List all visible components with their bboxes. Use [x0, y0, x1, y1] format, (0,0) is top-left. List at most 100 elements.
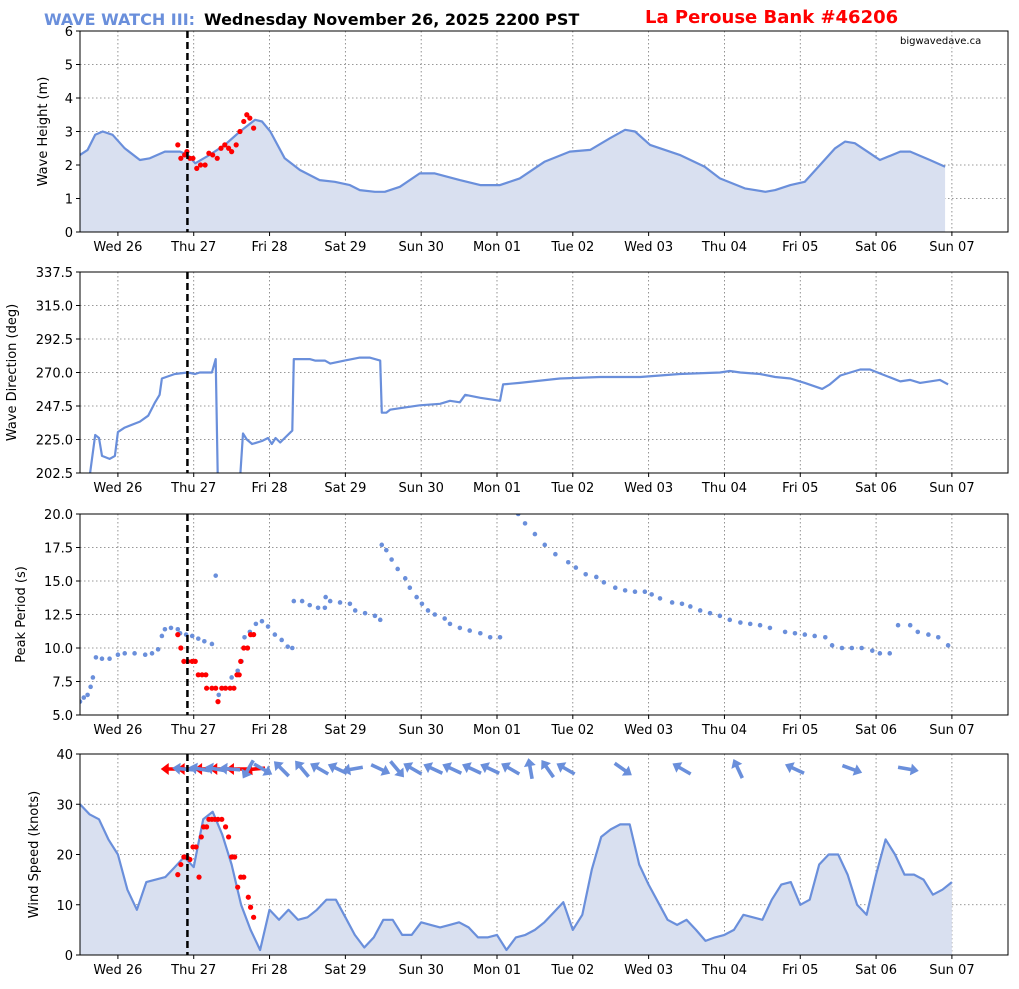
model-wind-arrow — [188, 762, 210, 775]
observed-point — [232, 854, 238, 860]
x-tick-label: Sat 06 — [855, 963, 897, 978]
model-point — [323, 594, 328, 600]
model-point — [887, 651, 893, 656]
model-point — [532, 531, 538, 537]
model-wind-arrow-shape — [273, 761, 291, 778]
model-point — [107, 656, 112, 662]
model-point — [175, 626, 181, 632]
observed-point — [202, 162, 208, 168]
model-point — [945, 643, 951, 648]
model-point — [80, 699, 83, 704]
x-tick-label: Wed 03 — [624, 481, 673, 496]
y-tick-label: 5 — [65, 59, 73, 74]
y-tick-label: 5.0 — [52, 709, 73, 724]
x-tick-label: Fri 28 — [251, 240, 287, 255]
x-tick-label: Tue 02 — [550, 723, 594, 738]
model-wind-arrow — [462, 762, 482, 775]
y-tick-label: 30 — [56, 798, 73, 813]
direction-panel: Wed 26 Thu 27 Fri 28 Sat 29 Sun 30 Mon 01 Tue … — [5, 266, 1009, 496]
wind-plot-area — [80, 758, 953, 955]
y-tick-label: 292.5 — [36, 333, 73, 348]
observed-point — [203, 672, 209, 678]
model-point — [327, 598, 333, 604]
model-wind-arrow-shape — [204, 762, 226, 775]
model-point — [202, 639, 207, 644]
x-tick-label: Wed 26 — [93, 963, 142, 978]
model-wind-arrow-shape — [253, 762, 273, 776]
x-tick-label: Thu 27 — [170, 963, 216, 978]
x-tick-label: Mon 01 — [473, 481, 521, 496]
y-tick-label: 12.5 — [44, 609, 73, 624]
model-wind-arrow — [219, 762, 241, 775]
observed-point — [244, 112, 250, 118]
observed-point — [238, 658, 244, 665]
model-point — [213, 573, 219, 578]
model-point — [802, 632, 808, 637]
observed-point — [233, 142, 239, 148]
model-point — [149, 651, 155, 656]
x-tick-label: Sun 30 — [398, 963, 443, 978]
model-point — [195, 636, 201, 641]
y-tick-label: 15.0 — [44, 575, 73, 590]
model-point — [253, 621, 259, 627]
model-point — [849, 645, 855, 651]
plot-frame — [79, 513, 1009, 716]
model-point — [697, 608, 703, 613]
model-point — [299, 598, 305, 604]
model-wind-arrow — [295, 760, 310, 778]
y-tick-label: 20.0 — [44, 508, 73, 523]
x-tick-label: Sun 30 — [398, 481, 443, 496]
model-point — [425, 608, 431, 613]
observed-point — [178, 861, 184, 868]
x-tick-label: Sun 07 — [929, 963, 974, 978]
model-point — [679, 601, 685, 607]
observed-point — [197, 162, 204, 168]
observed-point — [178, 155, 184, 161]
model-point — [782, 629, 788, 635]
model-point — [155, 647, 161, 652]
x-tick-label: Sun 30 — [398, 240, 443, 255]
model-area-fill — [80, 119, 946, 232]
model-point — [384, 547, 389, 553]
x-tick-label: Mon 01 — [473, 723, 521, 738]
model-point — [132, 651, 137, 656]
model-wind-arrow — [310, 762, 330, 776]
x-tick-label: Fri 28 — [251, 963, 287, 978]
observed-point — [199, 672, 205, 678]
model-point — [497, 634, 503, 640]
x-tick-label: Tue 02 — [550, 481, 594, 496]
period-plot-area — [80, 514, 951, 705]
observed-point — [198, 834, 204, 840]
x-tick-label: Wed 26 — [93, 481, 142, 496]
model-point — [707, 610, 713, 616]
observed-point — [219, 816, 225, 822]
observed-point — [215, 816, 221, 822]
x-tick-label: Sat 29 — [324, 723, 366, 738]
model-wind-arrow-shape — [188, 762, 210, 775]
observed-point — [235, 884, 241, 890]
x-tick-label: Thu 04 — [701, 723, 747, 738]
model-wind-arrow-shape — [219, 762, 241, 775]
model-point — [487, 634, 493, 640]
y-tick-label: 7.5 — [52, 676, 73, 691]
model-wind-arrow-shape — [541, 759, 556, 779]
model-point — [553, 551, 558, 557]
model-point — [242, 634, 247, 640]
x-tick-label: Thu 27 — [170, 723, 216, 738]
model-wind-arrow-shape — [310, 762, 330, 776]
y-tick-label: 40 — [56, 748, 73, 763]
y-axis-label: Wave Direction (deg) — [5, 304, 20, 441]
x-tick-label: Sat 06 — [855, 240, 897, 255]
model-point — [792, 630, 798, 636]
observed-point — [192, 658, 198, 665]
model-point — [594, 574, 599, 580]
model-wind-arrow-shape — [442, 762, 463, 775]
model-point — [88, 684, 93, 690]
plot-frame — [79, 271, 1009, 474]
model-point — [926, 632, 931, 637]
model-point — [877, 651, 883, 656]
model-point — [289, 645, 295, 651]
model-point — [565, 559, 571, 565]
model-wind-arrow-shape — [672, 762, 692, 776]
observed-wind-arrow — [160, 763, 182, 775]
